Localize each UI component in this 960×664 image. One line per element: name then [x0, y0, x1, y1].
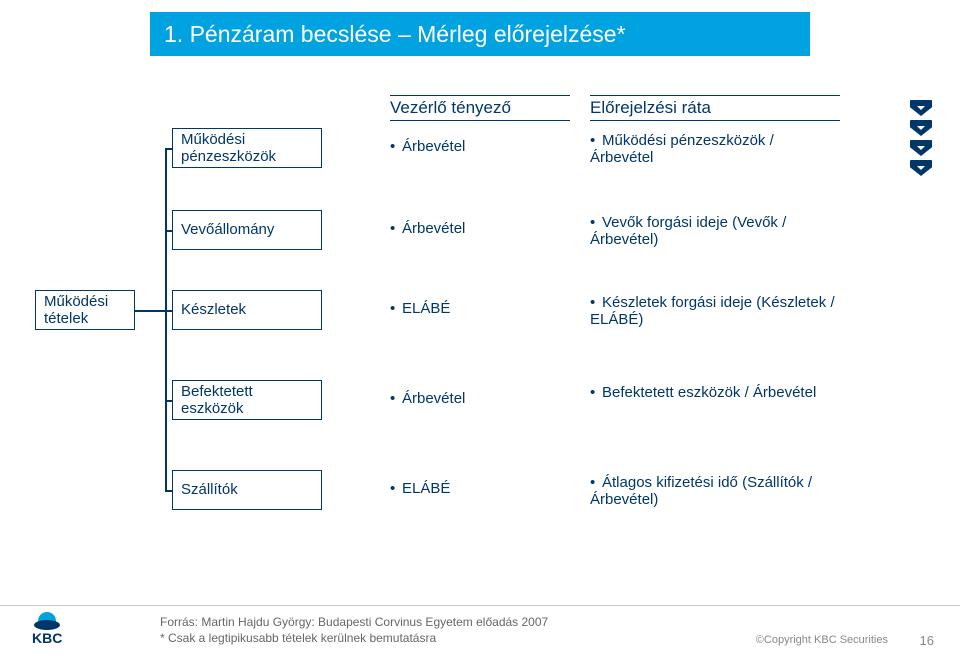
- logo-text: KBC: [32, 630, 62, 645]
- cell-rate: •Befektetett eszközök / Árbevétel: [590, 384, 840, 401]
- row-label: Készletek: [172, 290, 322, 330]
- cell-driver: •Árbevétel: [390, 390, 570, 407]
- row-label: Szállítók: [172, 470, 322, 510]
- cell-rate: •Működési pénzeszközök / Árbevétel: [590, 132, 840, 167]
- cell-rate: •Átlagos kifizetési idő (Szállítók / Árb…: [590, 474, 840, 509]
- footer-copyright: ©Copyright KBC Securities: [756, 634, 888, 646]
- row-label: Működési pénzeszközök: [172, 128, 322, 168]
- cell-rate: •Készletek forgási ideje (Készletek / EL…: [590, 294, 840, 329]
- chevron-stack-icon: [910, 100, 932, 176]
- cell-driver: •Árbevétel: [390, 138, 570, 155]
- row-label: Befektetett eszközök: [172, 380, 322, 420]
- column-header-rate: Előrejelzési ráta: [590, 95, 840, 121]
- cell-rate: •Vevők forgási ideje (Vevők / Árbevétel): [590, 214, 840, 249]
- footer-source: Forrás: Martin Hajdu György: Budapesti C…: [160, 614, 548, 646]
- cell-driver: •ELÁBÉ: [390, 480, 570, 497]
- footer-source-line2: * Csak a legtipikusabb tételek kerülnek …: [160, 630, 548, 646]
- footer-divider: [0, 605, 960, 606]
- row-label: Vevőállomány: [172, 210, 322, 250]
- logo: KBC: [30, 611, 92, 650]
- connector: [165, 490, 172, 492]
- cell-driver: •ELÁBÉ: [390, 300, 570, 317]
- cell-driver: •Árbevétel: [390, 220, 570, 237]
- column-header-driver: Vezérlő tényező: [390, 95, 570, 121]
- connector: [144, 310, 165, 312]
- footer-source-line1: Forrás: Martin Hajdu György: Budapesti C…: [160, 614, 548, 630]
- side-category-label: Működési tételek: [35, 290, 135, 330]
- page-number: 16: [920, 633, 934, 648]
- connector: [165, 148, 167, 490]
- slide-title: 1. Pénzáram becslése – Mérleg előrejelzé…: [150, 12, 810, 56]
- connector: [135, 310, 144, 312]
